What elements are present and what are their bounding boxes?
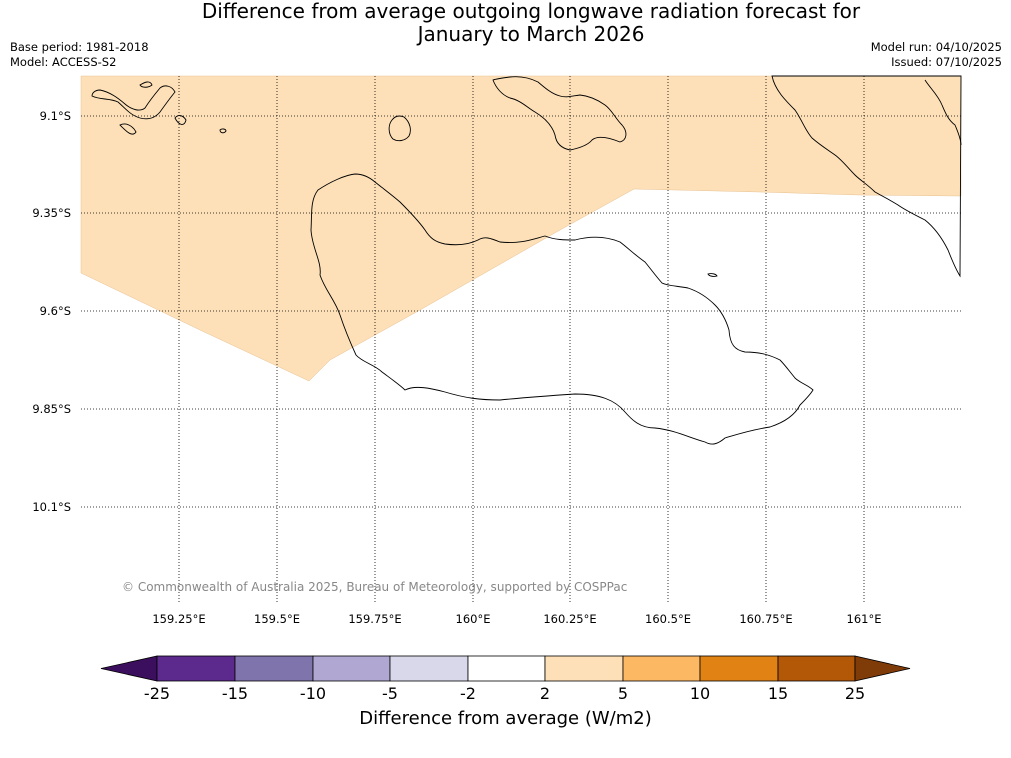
lon-label-4: 160°E	[455, 612, 491, 626]
colorbar-label: Difference from average (W/m2)	[359, 708, 652, 729]
coastline-island-small-3	[219, 128, 227, 134]
lon-label-3: 159.75°E	[348, 612, 402, 626]
meta-right: Model run: 04/10/2025 Issued: 07/10/2025	[871, 40, 1002, 70]
chart-title: Difference from average outgoing longwav…	[0, 0, 1011, 46]
coastline-florida-islands	[492, 76, 627, 151]
lat-label-3: 9.6°S	[39, 304, 71, 318]
colorbar-tick-6: 2	[539, 684, 551, 703]
colorbar-tick-7: 5	[617, 684, 629, 703]
colorbar	[100, 655, 911, 682]
colorbar-tick-9: 15	[767, 684, 789, 703]
lat-label-1: 9.1°S	[39, 109, 71, 123]
colorbar-tick-10: 25	[844, 684, 866, 703]
colorbar-bin-5	[467, 655, 546, 682]
coastline-island-small-2	[707, 273, 718, 277]
colorbar-bin-3	[312, 655, 391, 682]
copyright-text: © Commonwealth of Australia 2025, Bureau…	[122, 580, 628, 594]
coastline-malaita-north	[924, 79, 962, 146]
lon-gridlines	[178, 76, 865, 604]
colorbar-tick-1: -25	[143, 684, 171, 703]
meta-left: Base period: 1981-2018 Model: ACCESS-S2	[10, 40, 149, 70]
colorbar-extend-high	[854, 655, 911, 682]
colorbar-bin-1	[156, 655, 236, 682]
lat-label-5: 10.1°S	[32, 500, 71, 514]
coastline-main-island	[310, 173, 814, 445]
lat-label-2: 9.35°S	[32, 206, 71, 220]
colorbar-tick-5: -2	[460, 684, 476, 703]
colorbar-tick-2: -15	[221, 684, 249, 703]
colorbar-bin-6	[544, 655, 624, 682]
colorbar-bin-7	[622, 655, 701, 682]
chart-title-line1: Difference from average outgoing longwav…	[201, 0, 861, 23]
colorbar-tick-4: -5	[382, 684, 398, 703]
lon-label-6: 160.5°E	[645, 612, 691, 626]
colorbar-tick-3: -10	[299, 684, 327, 703]
colorbar-extend-low	[100, 655, 158, 682]
anomaly-region-2-to-5	[80, 75, 962, 382]
lon-label-5: 160.25°E	[543, 612, 597, 626]
model-text: Model: ACCESS-S2	[10, 55, 117, 69]
lon-label-7: 160.75°E	[739, 612, 793, 626]
model-run-text: Model run: 04/10/2025	[870, 40, 1002, 54]
issued-text: Issued: 07/10/2025	[891, 55, 1002, 69]
lon-label-8: 161°E	[846, 612, 882, 626]
lat-label-4: 9.85°S	[32, 402, 71, 416]
lon-label-1: 159.25°E	[152, 612, 206, 626]
coastline-malaita	[771, 75, 962, 278]
base-period-text: Base period: 1981-2018	[10, 40, 149, 54]
colorbar-bin-8	[699, 655, 779, 682]
coastline-russell-islands	[91, 81, 187, 135]
colorbar-bin-4	[389, 655, 469, 682]
colorbar-bin-2	[234, 655, 314, 682]
lon-label-2: 159.5°E	[254, 612, 300, 626]
colorbar-bin-9	[777, 655, 856, 682]
colorbar-tick-8: 10	[689, 684, 711, 703]
chart-title-line2: January to March 2026	[417, 22, 645, 46]
